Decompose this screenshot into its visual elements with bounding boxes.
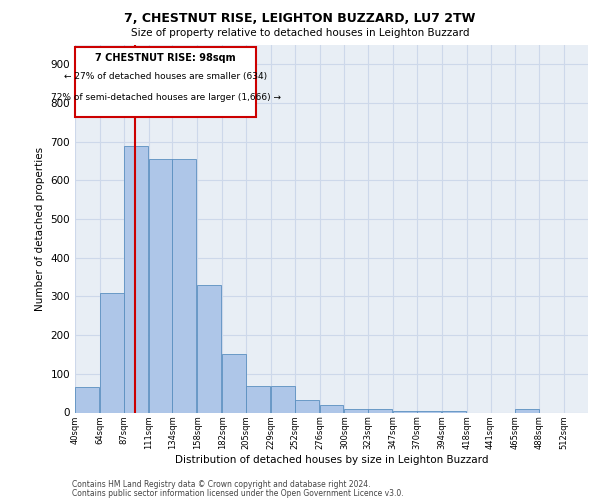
Bar	[172, 159, 196, 412]
Text: ← 27% of detached houses are smaller (634): ← 27% of detached houses are smaller (63…	[64, 72, 267, 82]
Bar	[344, 408, 368, 412]
Y-axis label: Number of detached properties: Number of detached properties	[35, 146, 45, 311]
Bar	[124, 146, 148, 412]
Bar	[320, 405, 343, 412]
Bar	[100, 292, 124, 412]
Bar	[271, 386, 295, 412]
Bar	[442, 410, 466, 412]
Bar	[393, 410, 417, 412]
Bar	[368, 408, 392, 412]
Text: Contains public sector information licensed under the Open Government Licence v3: Contains public sector information licen…	[72, 488, 404, 498]
Bar	[515, 410, 539, 412]
Text: 7, CHESTNUT RISE, LEIGHTON BUZZARD, LU7 2TW: 7, CHESTNUT RISE, LEIGHTON BUZZARD, LU7 …	[124, 12, 476, 26]
Bar	[417, 410, 441, 412]
Bar	[222, 354, 246, 412]
Text: Contains HM Land Registry data © Crown copyright and database right 2024.: Contains HM Land Registry data © Crown c…	[72, 480, 371, 489]
Bar	[75, 388, 99, 412]
Text: Size of property relative to detached houses in Leighton Buzzard: Size of property relative to detached ho…	[131, 28, 469, 38]
Bar	[149, 159, 172, 412]
FancyBboxPatch shape	[75, 47, 256, 116]
Bar	[295, 400, 319, 412]
Bar	[246, 386, 270, 412]
Text: 7 CHESTNUT RISE: 98sqm: 7 CHESTNUT RISE: 98sqm	[95, 52, 236, 62]
Text: 72% of semi-detached houses are larger (1,666) →: 72% of semi-detached houses are larger (…	[50, 94, 281, 102]
Bar	[197, 285, 221, 412]
X-axis label: Distribution of detached houses by size in Leighton Buzzard: Distribution of detached houses by size …	[175, 454, 488, 464]
